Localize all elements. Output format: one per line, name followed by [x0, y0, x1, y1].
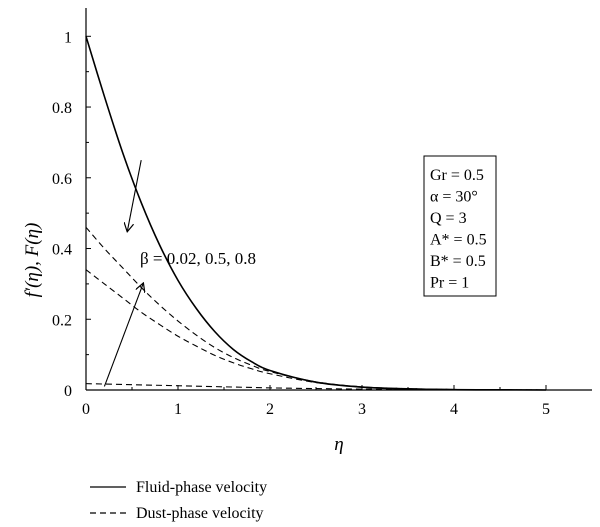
parameter-line: B* = 0.5: [430, 253, 486, 270]
y-tick-label: 0: [64, 383, 72, 400]
annotation-arrow-1: [127, 159, 142, 231]
annotation-arrow-2: [103, 284, 143, 387]
x-axis-title: η: [334, 434, 343, 455]
y-tick-label: 0.4: [52, 242, 72, 259]
y-tick-label: 1: [64, 29, 72, 46]
x-tick-label: 3: [358, 401, 366, 418]
legend: Fluid-phase velocity Dust-phase velocity: [90, 479, 267, 522]
parameter-box-frame: [423, 155, 497, 297]
legend-label-fluid: Fluid-phase velocity: [136, 479, 267, 496]
y-tick-label: 0.6: [52, 171, 72, 188]
dust-velocity-line-3: [85, 383, 547, 391]
x-tick-label: 0: [82, 401, 90, 418]
parameter-line: Gr = 0.5: [430, 167, 484, 184]
x-tick-label: 2: [266, 401, 274, 418]
parameter-box: Gr = 0.5 α = 30° Q = 3 A* = 0.5 B* = 0.5 Pr =…: [423, 155, 497, 297]
y-tick-label: 0.8: [52, 100, 72, 117]
parameter-line: A* = 0.5: [430, 232, 487, 249]
parameter-line: Q = 3: [430, 210, 467, 227]
y-axis-title: f′(η), F(η): [22, 223, 43, 298]
parameter-line: Pr = 1: [430, 275, 469, 292]
y-axis-ticks: 0 0.2 0.4 0.6 0.8 1: [52, 29, 91, 400]
legend-label-dust: Dust-phase velocity: [136, 505, 264, 522]
parameter-line: α = 30°: [430, 189, 478, 206]
beta-annotation: β = 0.02, 0.5, 0.8: [103, 159, 256, 387]
x-tick-label: 5: [542, 401, 550, 418]
x-tick-label: 1: [174, 401, 182, 418]
y-tick-label: 0.2: [52, 312, 72, 329]
dust-velocity-line-2: [85, 269, 547, 391]
x-tick-label: 4: [450, 401, 458, 418]
beta-annotation-label: β = 0.02, 0.5, 0.8: [140, 249, 256, 268]
